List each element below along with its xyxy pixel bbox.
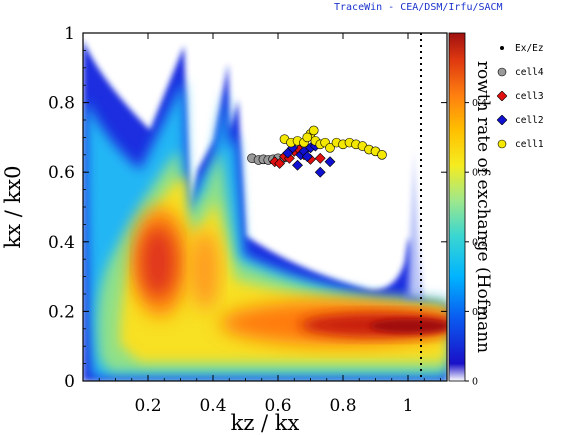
heatmap-band-core <box>370 319 447 333</box>
legend-item: cell4 <box>497 60 544 84</box>
heatmap <box>83 40 447 381</box>
colorbar-label: rowth rate of exchange (Hofmann <box>473 61 493 353</box>
legend-item: cell3 <box>496 84 544 108</box>
cell3-marker-icon <box>496 90 508 102</box>
colorbar-tick-label: 0.3 <box>472 168 487 179</box>
legend-label: cell1 <box>515 138 544 150</box>
cell2-marker-icon <box>496 114 508 126</box>
legend-item: cell1 <box>497 132 544 156</box>
cell2-point <box>314 166 326 178</box>
colorbar <box>448 32 466 382</box>
colorbar-tick-label: 0.2 <box>472 237 487 248</box>
y-tick-label: 0 <box>64 372 75 392</box>
colorbar-tick-label: 0.4 <box>472 98 487 109</box>
x-tick-label: 0.8 <box>329 396 356 416</box>
heatmap-red-lobe <box>140 226 176 298</box>
cell1-marker-icon <box>497 139 507 149</box>
cell2-point <box>292 159 303 171</box>
markers <box>247 125 387 178</box>
cell1-point <box>302 132 313 143</box>
cell4-marker-icon <box>497 67 507 77</box>
colorbar-tick-label: 0 <box>472 377 478 388</box>
cell3-point <box>314 152 326 164</box>
credit-text: TraceWin - CEA/DSM/Irfu/SACM <box>334 2 503 13</box>
legend-label: cell3 <box>515 90 544 102</box>
y-tick-label: 0.8 <box>48 94 75 114</box>
y-tick-label: 0.6 <box>48 163 75 183</box>
cell2-point <box>324 156 336 168</box>
x-tick-label: 0.4 <box>199 396 226 416</box>
x-tick-label: 1 <box>403 396 414 416</box>
legend: Ex/Ez cell4 cell3 cell2 cell1 <box>496 36 544 156</box>
legend-label: Ex/Ez <box>515 42 544 54</box>
legend-label: cell4 <box>515 66 544 78</box>
x-axis: 0.2 0.4 0.6 0.8 1 <box>98 33 441 416</box>
legend-item: Ex/Ez <box>497 36 544 60</box>
heatmap-orange-lobe-2 <box>191 230 219 310</box>
y-tick-label: 0.4 <box>48 233 75 253</box>
y-axis: 0 0.2 0.4 0.6 0.8 1 <box>48 24 447 392</box>
x-axis-label: kz / kx <box>231 411 300 435</box>
legend-label: cell2 <box>515 114 544 126</box>
heatmap-spike <box>404 150 424 300</box>
colorbar-ticks: 0 0.1 0.2 0.3 0.4 <box>465 98 487 388</box>
colorbar-tick-label: 0.1 <box>472 307 487 318</box>
cell1-point <box>377 150 387 160</box>
legend-item: cell2 <box>496 108 544 132</box>
cell2-point <box>301 151 313 162</box>
y-tick-label: 1 <box>64 24 75 44</box>
cell1-point <box>308 125 319 136</box>
y-axis-label: kx / kx0 <box>1 166 25 249</box>
y-tick-label: 0.2 <box>48 302 75 322</box>
cell3-point <box>274 158 286 169</box>
ex-ez-marker-icon <box>497 43 507 53</box>
x-tick-label: 0.6 <box>264 396 291 416</box>
x-tick-label: 0.2 <box>134 396 161 416</box>
cell1-point <box>325 143 335 153</box>
